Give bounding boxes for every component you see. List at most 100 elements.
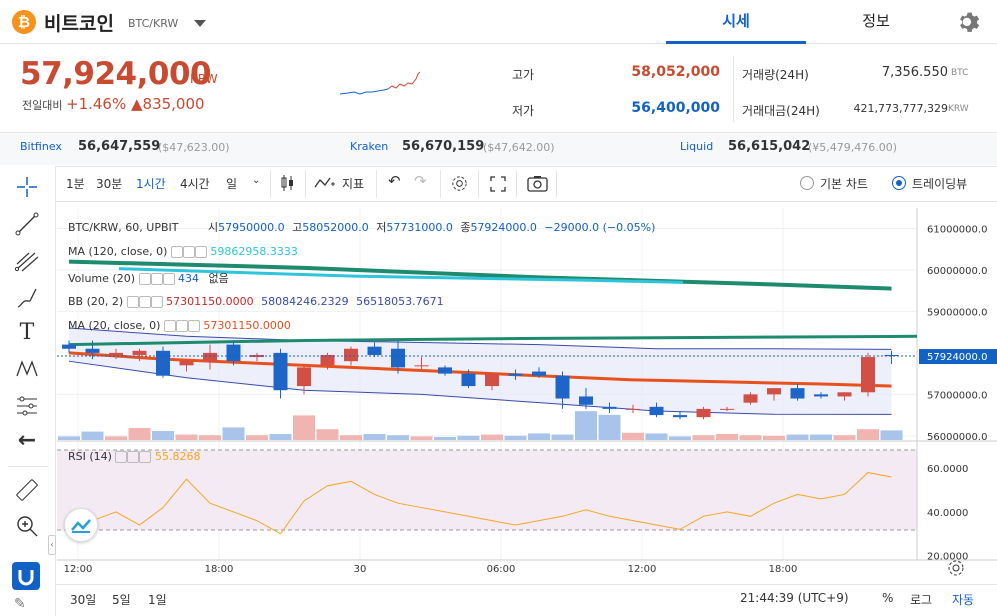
eye-icon[interactable] xyxy=(170,246,183,258)
volume-bar xyxy=(246,435,268,440)
interval-1m[interactable]: 1분 xyxy=(66,177,85,191)
exchange-name: Bitfinex xyxy=(20,140,62,153)
close-icon[interactable] xyxy=(139,451,152,463)
text-tool-icon[interactable]: T xyxy=(19,320,35,345)
fib-icon[interactable] xyxy=(14,248,40,274)
close-icon[interactable] xyxy=(162,273,175,285)
legend-o-label: 시 xyxy=(207,221,219,234)
pattern-icon[interactable] xyxy=(14,356,40,382)
volume-bar xyxy=(269,434,292,440)
volume-bars xyxy=(58,411,903,440)
interval-30m[interactable]: 30분 xyxy=(96,177,123,191)
lock-icon[interactable]: ✎ xyxy=(14,596,26,612)
divider xyxy=(440,170,441,198)
chevron-down-icon[interactable]: ⌄ xyxy=(252,175,261,186)
current-price: 57,924,000 xyxy=(20,56,212,92)
percent-toggle[interactable]: % xyxy=(882,591,894,605)
chart-area[interactable]: 61000000.060000000.059000000.058000000.0… xyxy=(57,208,997,584)
close-icon[interactable] xyxy=(194,246,207,258)
fullscreen-icon[interactable] xyxy=(489,175,507,193)
rsi-axis-label: 40.0000 xyxy=(927,508,968,519)
gear-icon[interactable] xyxy=(955,10,979,34)
chevron-down-icon[interactable] xyxy=(194,20,206,27)
collapse-handle[interactable]: ‹ xyxy=(48,535,56,555)
ma120-label[interactable]: MA (120, close, 0) xyxy=(68,245,168,258)
bb-upper-line xyxy=(68,327,892,350)
legend-l: 57731000.0 xyxy=(386,221,453,234)
indicator-button[interactable]: 지표 xyxy=(342,177,365,191)
candle-body xyxy=(391,348,405,368)
candle-body xyxy=(814,394,828,397)
zoom-in-icon[interactable] xyxy=(14,513,40,539)
gear-icon[interactable] xyxy=(138,296,151,308)
brush-icon[interactable] xyxy=(14,285,40,311)
auto-toggle[interactable]: 자동 xyxy=(952,593,975,607)
basic-chart-radio[interactable] xyxy=(800,176,814,190)
gear-icon[interactable] xyxy=(127,451,140,463)
amount-value: 421,773,777,329 xyxy=(853,102,948,115)
range-30d[interactable]: 30일 xyxy=(70,593,97,607)
volume-bar xyxy=(293,415,315,440)
eye-icon[interactable] xyxy=(138,273,151,285)
ruler-icon[interactable] xyxy=(14,477,40,503)
gear-icon[interactable] xyxy=(150,273,163,285)
volume-unit: BTC xyxy=(951,68,969,78)
legend-h: 58052000.0 xyxy=(302,221,369,234)
measure-icon[interactable] xyxy=(14,393,40,419)
range-1d[interactable]: 1일 xyxy=(148,593,167,607)
interval-4h[interactable]: 4시간 xyxy=(180,177,210,191)
tab-price[interactable]: 시세 xyxy=(666,0,806,44)
basic-chart-label[interactable]: 기본 차트 xyxy=(820,177,868,191)
tradingview-radio[interactable] xyxy=(892,176,906,190)
close-icon[interactable] xyxy=(187,320,200,332)
candle-body xyxy=(720,408,734,410)
bb-label[interactable]: BB (20, 2) xyxy=(68,295,124,308)
divider xyxy=(556,170,557,198)
log-toggle[interactable]: 로그 xyxy=(910,593,933,607)
volume-bar xyxy=(58,436,80,440)
range-5d[interactable]: 5일 xyxy=(112,593,131,607)
volume-bar xyxy=(504,435,527,440)
crosshair-icon[interactable] xyxy=(14,174,40,200)
trendline-icon[interactable] xyxy=(14,211,40,237)
gear-icon[interactable] xyxy=(175,320,188,332)
divider xyxy=(733,56,734,122)
ma20-label[interactable]: MA (20, close, 0) xyxy=(68,319,161,332)
time-axis-label: 12:00 xyxy=(628,564,657,575)
candle-body xyxy=(461,373,476,387)
mini-sparkline xyxy=(340,71,420,95)
camera-icon[interactable] xyxy=(527,175,548,192)
axis-settings-icon[interactable] xyxy=(946,558,966,578)
magnet-icon[interactable] xyxy=(12,562,40,590)
exchange-usd: ($47,642.00) xyxy=(483,141,555,154)
gear-icon[interactable] xyxy=(182,246,195,258)
tradingview-logo[interactable] xyxy=(64,508,98,542)
rsi-label[interactable]: RSI (14) xyxy=(68,450,112,463)
volume-bar xyxy=(481,434,503,440)
eye-icon[interactable] xyxy=(163,320,176,332)
candle-type-icon[interactable] xyxy=(280,174,296,192)
bb-fill xyxy=(69,328,892,415)
interval-1h[interactable]: 1시간 xyxy=(136,177,166,191)
undo-icon[interactable]: ↶ xyxy=(388,172,401,190)
volume-label: 거래량(24H) xyxy=(742,68,809,82)
redo-icon[interactable]: ↷ xyxy=(414,172,427,190)
tab-info[interactable]: 정보 xyxy=(862,12,890,30)
volume-label[interactable]: Volume (20) xyxy=(68,272,135,285)
divider xyxy=(0,132,997,133)
volume-bar xyxy=(316,429,339,440)
legend-symbol[interactable]: BTC/KRW, 60, UPBIT xyxy=(68,221,179,234)
eye-icon[interactable] xyxy=(126,296,139,308)
candle-body xyxy=(344,348,358,362)
back-arrow-icon[interactable]: ← xyxy=(17,428,37,453)
close-icon[interactable] xyxy=(150,296,163,308)
eye-icon[interactable] xyxy=(115,451,128,463)
settings-icon[interactable] xyxy=(450,174,469,193)
exchange-usd: ($47,623.00) xyxy=(158,141,230,154)
interval-day[interactable]: 일 xyxy=(226,177,238,191)
tradingview-label[interactable]: 트레이딩뷰 xyxy=(912,177,968,191)
indicator-icon[interactable] xyxy=(314,176,336,190)
rsi-line xyxy=(68,472,892,535)
volume-bar xyxy=(716,434,738,440)
coin-name[interactable]: 비트코인 xyxy=(44,13,114,35)
